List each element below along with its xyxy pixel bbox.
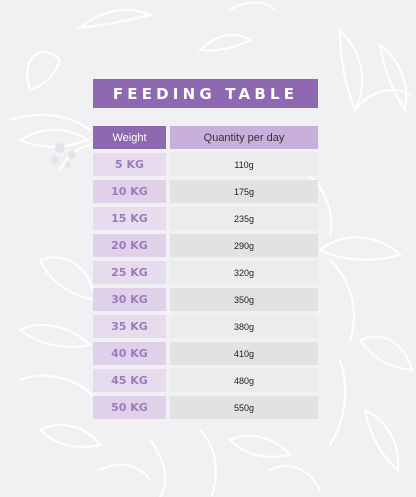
- table-row: 10 KG 175g: [93, 180, 318, 203]
- column-header-quantity: Quantity per day: [170, 126, 318, 149]
- table-row: 5 KG 110g: [93, 153, 318, 176]
- quantity-cell: 480g: [170, 369, 318, 392]
- table-row: 20 KG 290g: [93, 234, 318, 257]
- weight-cell: 35 KG: [93, 315, 166, 338]
- table-row: 30 KG 350g: [93, 288, 318, 311]
- weight-cell: 25 KG: [93, 261, 166, 284]
- weight-cell: 20 KG: [93, 234, 166, 257]
- table-row: 15 KG 235g: [93, 207, 318, 230]
- table-row: 35 KG 380g: [93, 315, 318, 338]
- quantity-cell: 410g: [170, 342, 318, 365]
- column-header-weight: Weight: [93, 126, 166, 149]
- quantity-cell: 235g: [170, 207, 318, 230]
- weight-cell: 30 KG: [93, 288, 166, 311]
- quantity-cell: 175g: [170, 180, 318, 203]
- table-row: 50 KG 550g: [93, 396, 318, 419]
- quantity-cell: 320g: [170, 261, 318, 284]
- weight-cell: 15 KG: [93, 207, 166, 230]
- quantity-cell: 550g: [170, 396, 318, 419]
- quantity-cell: 110g: [170, 153, 318, 176]
- weight-cell: 10 KG: [93, 180, 166, 203]
- table-row: 40 KG 410g: [93, 342, 318, 365]
- quantity-cell: 290g: [170, 234, 318, 257]
- weight-cell: 45 KG: [93, 369, 166, 392]
- table-row: 45 KG 480g: [93, 369, 318, 392]
- quantity-cell: 350g: [170, 288, 318, 311]
- weight-cell: 50 KG: [93, 396, 166, 419]
- table-header-row: Weight Quantity per day: [93, 126, 318, 149]
- table-row: 25 KG 320g: [93, 261, 318, 284]
- weight-cell: 5 KG: [93, 153, 166, 176]
- page-title: FEEDING TABLE: [93, 79, 318, 108]
- weight-cell: 40 KG: [93, 342, 166, 365]
- feeding-table: Weight Quantity per day 5 KG 110g 10 KG …: [93, 126, 318, 423]
- quantity-cell: 380g: [170, 315, 318, 338]
